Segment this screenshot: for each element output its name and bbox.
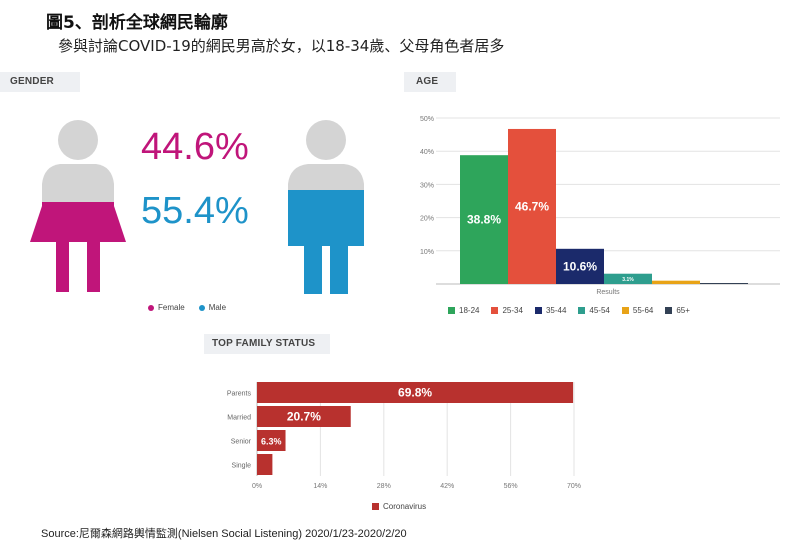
legend-square-icon [491, 307, 499, 314]
age-legend-label: 45-54 [589, 306, 610, 315]
legend-female-label: Female [158, 303, 185, 312]
female-figure-icon [30, 120, 126, 292]
family-x-tick: 70% [567, 483, 581, 490]
family-panel: TOP FAMILY STATUS 0% 14% 28% 42% 56% 70% Paren… [196, 334, 602, 520]
family-bar-chart: 0% 14% 28% 42% 56% 70% Parents 69.8% Married 20.7… [227, 382, 581, 490]
age-legend-item: 45-54 [578, 306, 610, 315]
figure-title: 圖5、剖析全球網民輪廓 [46, 13, 228, 33]
legend-coronavirus: Coronavirus [372, 502, 426, 511]
age-y-tick: 50% [420, 116, 434, 123]
family-x-tick: 14% [313, 483, 327, 490]
family-bar-label: 69.8% [398, 386, 432, 400]
male-percentage: 55.4% [141, 190, 249, 232]
family-legend: Coronavirus [372, 502, 440, 511]
family-x-tick: 42% [440, 483, 454, 490]
gender-legend: Female Male [148, 303, 240, 312]
age-panel-label: AGE [416, 76, 439, 87]
female-percentage: 44.6% [141, 126, 249, 168]
age-panel: AGE 10% 20% 30% 40% 50% 38.8% 46.7% 10.6% 3.1% Re… [404, 72, 788, 326]
family-category-label: Married [227, 415, 251, 422]
source-note: Source:尼爾森網路輿情監測(Nielsen Social Listenin… [41, 528, 407, 540]
age-y-tick: 20% [420, 216, 434, 223]
age-y-tick: 30% [420, 182, 434, 189]
age-y-tick: 40% [420, 149, 434, 156]
family-category-label: Senior [231, 439, 252, 446]
age-bar-label: 38.8% [467, 213, 501, 227]
age-y-tick: 10% [420, 249, 434, 256]
age-label-bar [404, 72, 456, 92]
legend-male-label: Male [208, 303, 227, 312]
age-legend-item: 55-64 [621, 306, 654, 315]
male-dot-icon [198, 304, 205, 311]
age-legend-label: 65+ [676, 306, 690, 315]
age-bar-35-44 [556, 248, 604, 284]
family-label-bar [204, 334, 330, 354]
family-x-tick: 28% [377, 483, 391, 490]
age-bar-label: 46.7% [515, 199, 549, 213]
age-x-label: Results [596, 289, 620, 296]
family-bar-parents [257, 382, 574, 403]
family-category-label: Single [232, 463, 252, 470]
family-bar-married [257, 406, 351, 427]
age-legend-item: 18-24 [448, 306, 479, 315]
gender-panel-label: GENDER [10, 76, 54, 87]
female-dot-icon [148, 304, 154, 311]
male-figure-icon [288, 120, 364, 294]
age-legend-label: 35-44 [545, 306, 567, 315]
gender-label-bar [0, 72, 80, 92]
legend-male: Male [198, 303, 227, 312]
age-legend: 18-24 25-34 35-44 45-54 55-64 65+ [448, 306, 702, 315]
legend-square-icon [665, 307, 673, 314]
family-category-label: Parents [227, 391, 252, 398]
age-legend-label: 18-24 [459, 306, 480, 315]
age-bar-45-54 [604, 273, 652, 284]
age-bar-25-34 [508, 128, 556, 284]
figure-subtitle: 參與討論COVID-19的網民男高於女，以18-34歲、父母角色者居多 [58, 37, 505, 55]
family-bar-single [257, 454, 273, 475]
legend-square-icon [534, 307, 542, 314]
legend-coronavirus-label: Coronavirus [383, 502, 427, 511]
family-panel-label: TOP FAMILY STATUS [212, 338, 316, 349]
age-legend-item: 25-34 [491, 306, 523, 315]
family-bar-senior [257, 430, 286, 451]
age-bar-65+ [700, 283, 748, 284]
age-legend-label: 25-34 [502, 306, 523, 315]
age-legend-item: 35-44 [534, 306, 567, 315]
legend-square-icon [578, 307, 586, 314]
age-bar-label: 3.1% [622, 277, 634, 283]
coronavirus-square-icon [372, 503, 379, 510]
age-bar-chart: 10% 20% 30% 40% 50% 38.8% 46.7% 10.6% 3.1%Result… [420, 116, 780, 296]
family-x-tick: 56% [504, 483, 518, 490]
age-bar-label: 10.6% [563, 259, 597, 273]
family-x-tick: 0% [252, 483, 262, 490]
family-bar-label: 6.3% [261, 437, 282, 447]
family-bar-label: 20.7% [287, 410, 321, 424]
legend-square-icon [448, 307, 455, 314]
age-bar-18-24 [460, 155, 508, 284]
gender-figures [30, 120, 364, 294]
age-legend-label: 55-64 [632, 306, 654, 315]
age-bar-55-64 [652, 280, 700, 284]
legend-female: Female [148, 303, 185, 312]
legend-square-icon [621, 307, 629, 314]
gender-panel: GENDER 44.6% 55.4% Female Mal [0, 72, 396, 326]
age-legend-item: 65+ [665, 306, 690, 315]
